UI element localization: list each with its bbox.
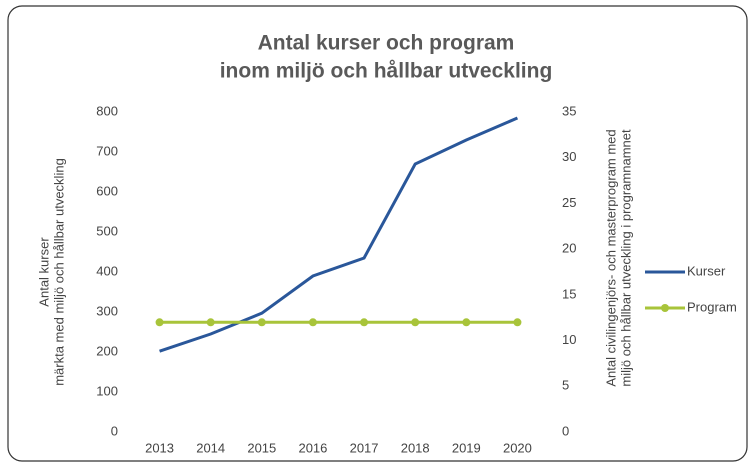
point <box>155 318 164 327</box>
chart-title: Antal kurser och program <box>258 32 515 55</box>
x-tick-label: 2019 <box>452 440 481 455</box>
y-tick-label: 0 <box>111 423 118 438</box>
x-tick-label: 2020 <box>503 440 532 455</box>
x-tick-label: 2013 <box>145 440 174 455</box>
x-tick-label: 2018 <box>401 440 430 455</box>
y2-axis-label: miljö och hållbar utveckling i programna… <box>618 129 633 387</box>
y-tick-label: 300 <box>96 303 118 318</box>
y2-tick-label: 10 <box>562 332 576 347</box>
y-tick-label: 500 <box>96 223 118 238</box>
point <box>411 318 420 327</box>
series-line <box>159 116 519 353</box>
point <box>257 318 266 327</box>
x-tick-label: 2015 <box>247 440 276 455</box>
y2-axis-label: Antal civilingenjörs- och masterprogram … <box>603 129 618 386</box>
y-axis-label: Antal kurser <box>36 237 51 307</box>
y2-tick-label: 5 <box>562 378 569 393</box>
y-tick-label: 700 <box>96 143 118 158</box>
y2-tick-label: 35 <box>562 103 576 118</box>
point <box>206 318 215 327</box>
point <box>308 318 317 327</box>
point <box>513 318 522 327</box>
y2-tick-label: 15 <box>562 286 576 301</box>
y-axis-label: märkta med miljö och hållbar utveckling <box>51 158 66 386</box>
y-tick-label: 800 <box>96 103 118 118</box>
x-tick-label: 2014 <box>196 440 225 455</box>
point <box>462 318 471 327</box>
x-tick-label: 2016 <box>298 440 327 455</box>
y-tick-label: 200 <box>96 343 118 358</box>
chart-title: inom miljö och hållbar utveckling <box>220 60 553 83</box>
legend-label: Kurser <box>687 263 726 278</box>
y-tick-label: 100 <box>96 383 118 398</box>
legend-label: Program <box>687 299 737 314</box>
y-tick-label: 600 <box>96 183 118 198</box>
legend-marker <box>661 304 669 312</box>
y-tick-label: 400 <box>96 263 118 278</box>
y2-tick-label: 0 <box>562 423 569 438</box>
y2-tick-label: 30 <box>562 149 576 164</box>
y2-tick-label: 20 <box>562 241 576 256</box>
x-tick-label: 2017 <box>350 440 379 455</box>
y2-tick-label: 25 <box>562 195 576 210</box>
point <box>360 318 369 327</box>
